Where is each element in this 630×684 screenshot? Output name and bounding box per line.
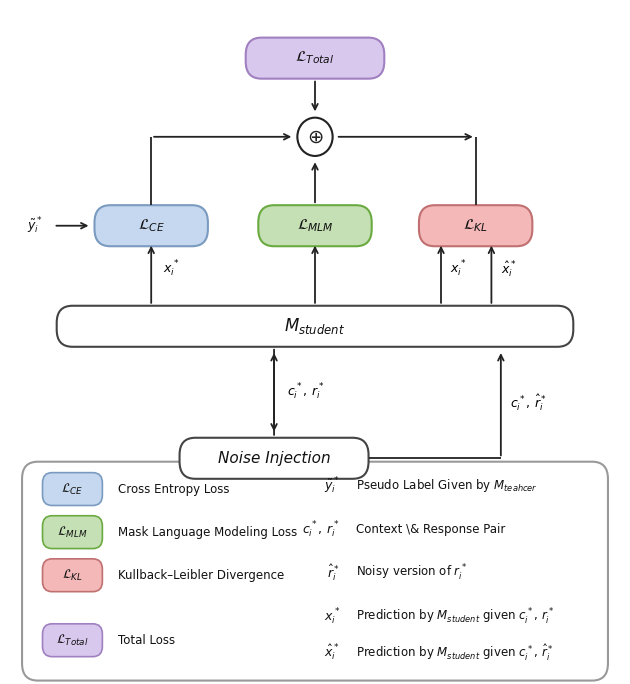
Text: $c_i^*,\, r_i^*$: $c_i^*,\, r_i^*$ [302, 519, 340, 540]
Text: Context \& Response Pair: Context \& Response Pair [356, 523, 505, 536]
Text: Noisy version of $\boldsymbol{r_i^*}$: Noisy version of $\boldsymbol{r_i^*}$ [356, 563, 467, 583]
Text: $\mathcal{L}_{Total}$: $\mathcal{L}_{Total}$ [56, 633, 89, 648]
Text: $\mathcal{L}_{MLM}$: $\mathcal{L}_{MLM}$ [297, 218, 333, 234]
Text: $\mathcal{L}_{Total}$: $\mathcal{L}_{Total}$ [295, 50, 335, 66]
FancyBboxPatch shape [22, 462, 608, 681]
FancyBboxPatch shape [180, 438, 369, 479]
Text: $c_i^*,\, r_i^*$: $c_i^*,\, r_i^*$ [287, 382, 324, 402]
FancyBboxPatch shape [43, 559, 102, 592]
FancyBboxPatch shape [43, 473, 102, 505]
Text: $x_i^*$: $x_i^*$ [163, 259, 179, 279]
Text: $M_{student}$: $M_{student}$ [284, 316, 346, 337]
Text: Noise Injection: Noise Injection [218, 451, 330, 466]
Text: $c_i^*,\, \hat{r}_i^*$: $c_i^*,\, \hat{r}_i^*$ [510, 392, 547, 413]
Text: $\hat{x}_i^*$: $\hat{x}_i^*$ [324, 643, 340, 662]
FancyBboxPatch shape [258, 205, 372, 246]
Text: Prediction by $\boldsymbol{M_{student}}$ given $c_i^*,\, r_i^*$: Prediction by $\boldsymbol{M_{student}}$… [356, 607, 554, 627]
Text: $x_i^*$: $x_i^*$ [450, 259, 467, 279]
Text: $\mathcal{L}_{CE}$: $\mathcal{L}_{CE}$ [61, 482, 84, 497]
Text: Prediction by $\boldsymbol{M_{student}}$ given $c_i^*,\, \hat{r}_i^*$: Prediction by $\boldsymbol{M_{student}}$… [356, 642, 554, 663]
FancyBboxPatch shape [57, 306, 573, 347]
Text: $\tilde{y}_i^*$: $\tilde{y}_i^*$ [27, 215, 42, 236]
Text: $\oplus$: $\oplus$ [307, 127, 323, 146]
FancyBboxPatch shape [419, 205, 532, 246]
Circle shape [297, 118, 333, 156]
Text: $\mathcal{L}_{KL}$: $\mathcal{L}_{KL}$ [463, 218, 488, 234]
FancyBboxPatch shape [43, 516, 102, 549]
Text: Cross Entropy Loss: Cross Entropy Loss [118, 482, 229, 496]
Text: Mask Language Modeling Loss: Mask Language Modeling Loss [118, 525, 297, 539]
Text: $\mathcal{L}_{KL}$: $\mathcal{L}_{KL}$ [62, 568, 83, 583]
Text: $\mathcal{L}_{CE}$: $\mathcal{L}_{CE}$ [138, 218, 164, 234]
Text: $\hat{r}_i^*$: $\hat{r}_i^*$ [327, 563, 340, 583]
FancyBboxPatch shape [94, 205, 208, 246]
Text: $\tilde{y}_i^*$: $\tilde{y}_i^*$ [324, 475, 340, 496]
Text: Kullback–Leibler Divergence: Kullback–Leibler Divergence [118, 568, 284, 582]
Text: Pseudo Label Given by $\boldsymbol{M_{teahcer}}$: Pseudo Label Given by $\boldsymbol{M_{te… [356, 477, 537, 494]
FancyBboxPatch shape [43, 624, 102, 657]
Text: $x_i^*$: $x_i^*$ [324, 607, 340, 627]
Text: $\mathcal{L}_{MLM}$: $\mathcal{L}_{MLM}$ [57, 525, 88, 540]
FancyBboxPatch shape [246, 38, 384, 79]
Text: $\hat{x}_i^*$: $\hat{x}_i^*$ [501, 259, 517, 279]
Text: Total Loss: Total Loss [118, 633, 175, 647]
